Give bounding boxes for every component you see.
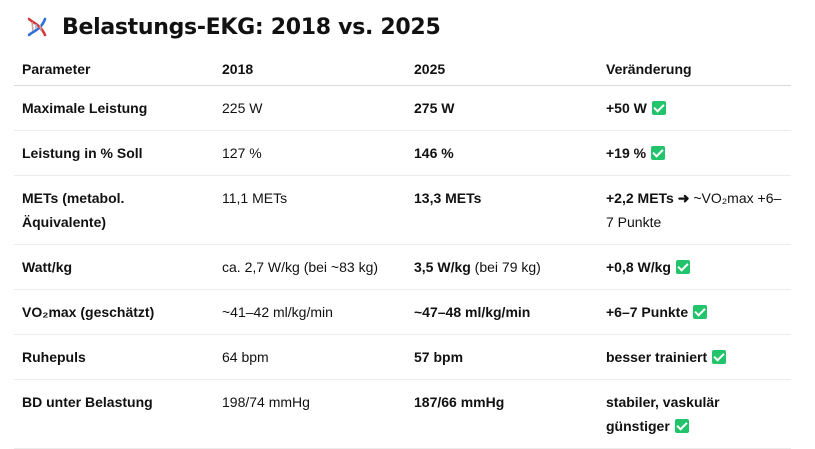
cell-2018: 225 W — [214, 85, 406, 131]
cell-2025: ~47–48 ml/kg/min — [406, 289, 598, 335]
header-parameter: Parameter — [14, 53, 214, 86]
cell-2018: ~41–42 ml/kg/min — [214, 289, 406, 335]
change-value: +19 % — [606, 145, 647, 161]
cell-parameter: BD unter Belastung — [14, 379, 214, 449]
value-2025: 187/66 mmHg — [414, 394, 505, 410]
parameter-label: Maximale Leistung — [22, 100, 148, 116]
cell-parameter: VO₂max (geschätzt) — [14, 289, 214, 335]
cell-parameter: Ruhepuls — [14, 334, 214, 380]
cell-2025: 275 W — [406, 85, 598, 131]
change-value: +50 W — [606, 100, 647, 116]
parameter-label: Leistung in % Soll — [22, 145, 143, 161]
change-value: +2,2 METs ➜ — [606, 190, 690, 206]
value-2025: 13,3 METs — [414, 190, 482, 206]
checkmark-icon — [651, 146, 666, 160]
value-2018: 64 bpm — [222, 349, 269, 365]
header-2018: 2018 — [214, 53, 406, 86]
cell-2025: 3,5 W/kg (bei 79 kg) — [406, 244, 598, 290]
checkmark-icon — [693, 305, 708, 319]
value-2025: ~47–48 ml/kg/min — [414, 304, 531, 320]
dna-icon — [24, 14, 50, 40]
change-value: besser trainiert — [606, 349, 708, 365]
cell-2018: 11,1 METs — [214, 175, 406, 245]
change-note: ~VO₂max +6–7 Punkte — [606, 190, 782, 230]
value-2018: 225 W — [222, 100, 263, 116]
cell-change: +0,8 W/kg — [598, 244, 791, 290]
cell-2018: 198/74 mmHg — [214, 379, 406, 449]
cell-parameter: Leistung in % Soll — [14, 130, 214, 176]
header-2025: 2025 — [406, 53, 598, 86]
value-2025: 57 bpm — [414, 349, 464, 365]
page: Belastungs-EKG: 2018 vs. 2025 Parameter … — [0, 0, 815, 421]
cell-change: stabiler, vaskulär günstiger — [598, 379, 791, 449]
cell-2018: ca. 2,7 W/kg (bei ~83 kg) — [214, 244, 406, 290]
value-2018: ca. 2,7 W/kg (bei ~83 kg) — [222, 259, 379, 275]
cell-parameter: Watt/kg — [14, 244, 214, 290]
cell-change: +50 W — [598, 85, 791, 131]
table-row: Watt/kg ca. 2,7 W/kg (bei ~83 kg) 3,5 W/kg… — [14, 244, 791, 290]
table-header-row: Parameter 2018 2025 Veränderung — [14, 53, 791, 86]
cell-change: +19 % — [598, 130, 791, 176]
change-value: +6–7 Punkte — [606, 304, 689, 320]
table-row: Ruhepuls 64 bpm 57 bpm besser trainiert — [14, 334, 791, 380]
table-row: BD unter Belastung 198/74 mmHg 187/66 mmHg… — [14, 379, 791, 449]
parameter-label: VO₂max (geschätzt) — [22, 304, 155, 320]
checkmark-icon — [674, 419, 689, 433]
parameter-label: METs (metabol. Äquivalente) — [22, 190, 125, 230]
value-2025-note: (bei 79 kg) — [470, 259, 541, 275]
cell-2018: 127 % — [214, 130, 406, 176]
value-2025: 3,5 W/kg — [414, 259, 471, 275]
cell-2025: 13,3 METs — [406, 175, 598, 245]
parameter-label: Ruhepuls — [22, 349, 86, 365]
cell-2025: 57 bpm — [406, 334, 598, 380]
checkmark-icon — [651, 101, 666, 115]
value-2018: 11,1 METs — [222, 190, 288, 206]
cell-parameter: Maximale Leistung — [14, 85, 214, 131]
parameter-label: Watt/kg — [22, 259, 73, 275]
table-row: Maximale Leistung 225 W 275 W +50 W — [14, 85, 791, 131]
cell-2025: 146 % — [406, 130, 598, 176]
table-body: Maximale Leistung 225 W 275 W +50 W Leistung… — [14, 85, 791, 449]
table-row: METs (metabol. Äquivalente) 11,1 METs 13,3… — [14, 175, 791, 245]
value-2018: ~41–42 ml/kg/min — [222, 304, 333, 320]
page-title: Belastungs-EKG: 2018 vs. 2025 — [62, 14, 441, 40]
title-row: Belastungs-EKG: 2018 vs. 2025 — [24, 10, 441, 44]
value-2025: 146 % — [414, 145, 454, 161]
value-2018: 198/74 mmHg — [222, 394, 310, 410]
cell-2018: 64 bpm — [214, 334, 406, 380]
value-2025: 275 W — [414, 100, 455, 116]
table-row: VO₂max (geschätzt) ~41–42 ml/kg/min ~47–48… — [14, 289, 791, 335]
change-value: +0,8 W/kg — [606, 259, 671, 275]
cell-change: +2,2 METs ➜ ~VO₂max +6–7 Punkte — [598, 175, 791, 245]
parameter-label: BD unter Belastung — [22, 394, 153, 410]
cell-change: besser trainiert — [598, 334, 791, 380]
checkmark-icon — [675, 260, 690, 274]
cell-2025: 187/66 mmHg — [406, 379, 598, 449]
comparison-table: Parameter 2018 2025 Veränderung Maximale… — [14, 53, 791, 449]
header-change: Veränderung — [598, 53, 791, 86]
checkmark-icon — [712, 350, 727, 364]
change-value: stabiler, vaskulär günstiger — [606, 394, 720, 434]
table-row: Leistung in % Soll 127 % 146 % +19 % — [14, 130, 791, 176]
cell-change: +6–7 Punkte — [598, 289, 791, 335]
cell-parameter: METs (metabol. Äquivalente) — [14, 175, 214, 245]
value-2018: 127 % — [222, 145, 262, 161]
